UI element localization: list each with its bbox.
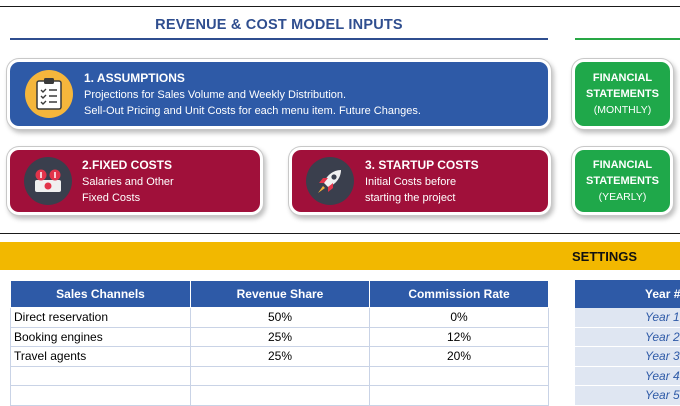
fixed-costs-title: 2.FIXED COSTS xyxy=(82,158,173,172)
revenue-share-cell[interactable] xyxy=(190,365,370,387)
top-divider xyxy=(0,6,680,7)
table-row: Travel agents 25% 20% xyxy=(10,346,549,367)
table-row: Booking engines 25% 12% xyxy=(10,326,549,348)
commission-rate-cell[interactable] xyxy=(369,385,549,406)
fin-monthly-line1: FINANCIAL xyxy=(592,72,653,84)
year-cell: Year 2 xyxy=(575,327,680,348)
fin-yearly-line2: STATEMENTS xyxy=(586,175,659,187)
section-divider xyxy=(0,233,680,234)
money-cash-icon xyxy=(24,157,72,205)
startup-costs-desc-2: starting the project xyxy=(365,192,456,204)
table-row: Direct reservation 50% 0% xyxy=(10,307,549,328)
settings-bar xyxy=(0,242,680,270)
years-table: Year # Year 1 Year 2 Year 3 Year 4 Year … xyxy=(575,280,680,406)
channel-name-cell[interactable] xyxy=(10,365,191,387)
financial-statements-yearly-button[interactable]: FINANCIAL STATEMENTS (YEARLY) xyxy=(575,150,670,212)
commission-rate-cell[interactable] xyxy=(369,365,549,387)
fin-monthly-line2: STATEMENTS xyxy=(586,88,659,100)
year-cell: Year 5 xyxy=(575,386,680,406)
revenue-share-cell[interactable]: 50% xyxy=(190,307,370,328)
channel-name-cell[interactable]: Travel agents xyxy=(10,346,191,367)
channel-name-cell[interactable]: Direct reservation xyxy=(10,307,191,328)
rocket-icon xyxy=(306,157,354,205)
fixed-costs-desc-2: Fixed Costs xyxy=(82,192,141,204)
assumptions-desc-2: Sell-Out Pricing and Unit Costs for each… xyxy=(84,105,421,117)
startup-costs-card[interactable]: 3. STARTUP COSTS Initial Costs before st… xyxy=(292,150,548,212)
year-column-header: Year # xyxy=(575,280,680,308)
commission-rate-cell[interactable]: 12% xyxy=(369,326,549,348)
fixed-costs-desc-1: Salaries and Other xyxy=(82,176,174,188)
title-underline xyxy=(10,38,548,40)
fin-yearly-line3: (YEARLY) xyxy=(598,191,647,203)
page-title: REVENUE & COST MODEL INPUTS xyxy=(155,17,403,33)
commission-rate-cell[interactable]: 20% xyxy=(369,346,549,367)
channel-name-cell[interactable] xyxy=(10,385,191,406)
fin-yearly-line1: FINANCIAL xyxy=(592,159,653,171)
table-row xyxy=(10,385,549,406)
table-row xyxy=(10,365,549,387)
financial-underline xyxy=(575,38,680,40)
year-cell: Year 4 xyxy=(575,366,680,387)
channel-name-cell[interactable]: Booking engines xyxy=(10,326,191,348)
table-header-row: Sales Channels Revenue Share Commission … xyxy=(10,280,549,308)
revenue-share-cell[interactable] xyxy=(190,385,370,406)
sales-channels-table: Sales Channels Revenue Share Commission … xyxy=(10,280,549,406)
revenue-share-cell[interactable]: 25% xyxy=(190,326,370,348)
financial-statements-monthly-button[interactable]: FINANCIAL STATEMENTS (MONTHLY) xyxy=(575,62,670,126)
fin-monthly-line3: (MONTHLY) xyxy=(593,104,652,116)
year-cell: Year 1 xyxy=(575,308,680,328)
assumptions-desc-1: Projections for Sales Volume and Weekly … xyxy=(84,89,347,101)
col-header-revenue-share: Revenue Share xyxy=(190,280,370,308)
assumptions-card[interactable]: 1. ASSUMPTIONS Projections for Sales Vol… xyxy=(10,62,548,126)
settings-label: SETTINGS xyxy=(572,249,638,264)
startup-costs-title: 3. STARTUP COSTS xyxy=(365,158,479,172)
revenue-share-cell[interactable]: 25% xyxy=(190,346,370,367)
commission-rate-cell[interactable]: 0% xyxy=(369,307,549,328)
col-header-commission-rate: Commission Rate xyxy=(369,280,549,308)
startup-costs-desc-1: Initial Costs before xyxy=(365,176,457,188)
assumptions-title: 1. ASSUMPTIONS xyxy=(84,71,185,85)
year-cell: Year 3 xyxy=(575,347,680,367)
fixed-costs-card[interactable]: 2.FIXED COSTS Salaries and Other Fixed C… xyxy=(10,150,260,212)
col-header-sales-channels: Sales Channels xyxy=(10,280,191,308)
clipboard-checklist-icon xyxy=(25,70,73,118)
